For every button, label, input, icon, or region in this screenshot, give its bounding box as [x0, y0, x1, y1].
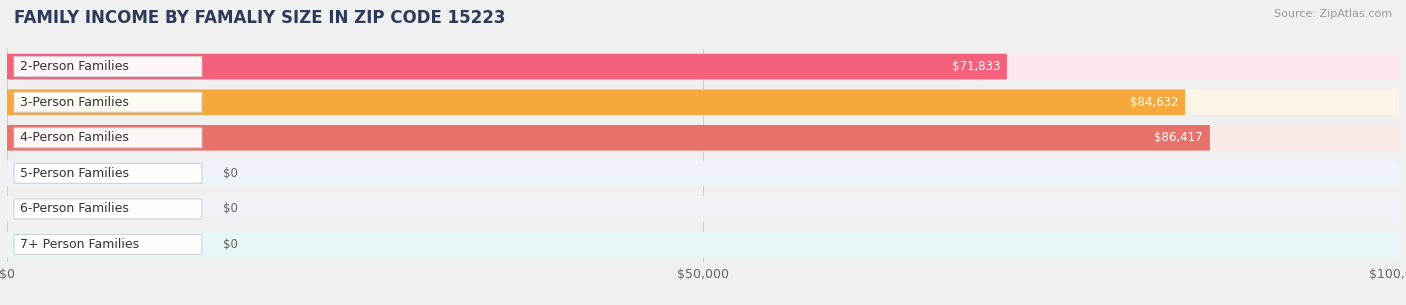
Text: 2-Person Families: 2-Person Families — [20, 60, 128, 73]
FancyBboxPatch shape — [7, 54, 1007, 79]
FancyBboxPatch shape — [7, 125, 1211, 151]
Text: 5-Person Families: 5-Person Families — [20, 167, 128, 180]
FancyBboxPatch shape — [14, 128, 202, 148]
FancyBboxPatch shape — [7, 89, 1399, 115]
Text: $0: $0 — [222, 238, 238, 251]
Text: $86,417: $86,417 — [1154, 131, 1204, 144]
Text: FAMILY INCOME BY FAMALIY SIZE IN ZIP CODE 15223: FAMILY INCOME BY FAMALIY SIZE IN ZIP COD… — [14, 9, 506, 27]
FancyBboxPatch shape — [7, 125, 1399, 151]
Text: $0: $0 — [222, 167, 238, 180]
FancyBboxPatch shape — [7, 160, 1399, 186]
Text: $71,833: $71,833 — [952, 60, 1000, 73]
Text: 7+ Person Families: 7+ Person Families — [20, 238, 139, 251]
FancyBboxPatch shape — [7, 54, 1399, 79]
FancyBboxPatch shape — [14, 199, 202, 219]
Text: 4-Person Families: 4-Person Families — [20, 131, 128, 144]
Text: $84,632: $84,632 — [1129, 96, 1178, 109]
FancyBboxPatch shape — [14, 92, 202, 112]
FancyBboxPatch shape — [7, 232, 1399, 257]
FancyBboxPatch shape — [7, 89, 1185, 115]
Text: 6-Person Families: 6-Person Families — [20, 203, 128, 215]
Text: Source: ZipAtlas.com: Source: ZipAtlas.com — [1274, 9, 1392, 19]
FancyBboxPatch shape — [14, 163, 202, 183]
Text: $0: $0 — [222, 203, 238, 215]
FancyBboxPatch shape — [14, 57, 202, 77]
FancyBboxPatch shape — [14, 235, 202, 254]
FancyBboxPatch shape — [7, 196, 1399, 222]
Text: 3-Person Families: 3-Person Families — [20, 96, 128, 109]
